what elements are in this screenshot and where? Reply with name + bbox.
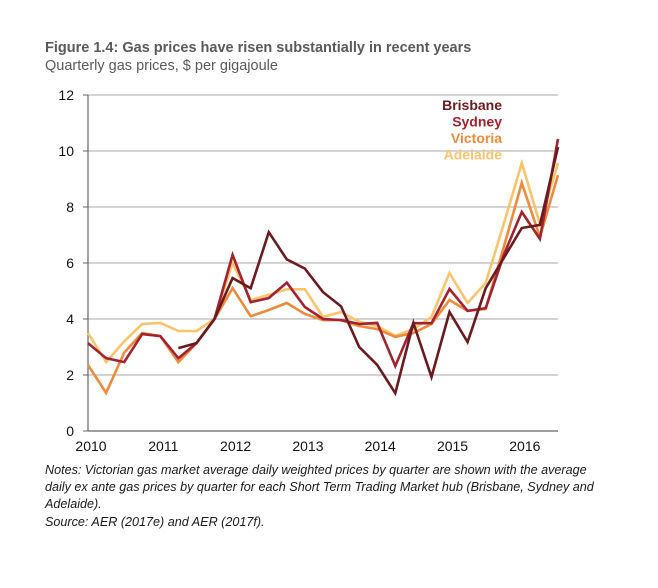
- x-axis-ticks: 2010 2011 2012 2013 2014 2015 2016: [75, 438, 540, 454]
- y-tick-label: 6: [66, 255, 74, 271]
- x-tick-label: 2013: [292, 438, 323, 454]
- y-tick-label: 8: [66, 199, 74, 215]
- figure-title: Figure 1.4: Gas prices have risen substa…: [45, 40, 472, 56]
- gridlines: [88, 94, 558, 376]
- legend-item-victoria: Victoria: [451, 130, 502, 146]
- x-tick-label: 2012: [220, 438, 251, 454]
- y-tick-label: 0: [66, 423, 74, 439]
- y-tick-label: 2: [66, 367, 74, 383]
- y-tick-label: 4: [66, 311, 74, 327]
- series-line-brisbane: [178, 146, 560, 397]
- y-tick-label: 10: [58, 143, 74, 159]
- series-line-sydney: [87, 138, 560, 370]
- legend-item-adelaide: Adelaide: [444, 147, 503, 163]
- x-tick-label: 2015: [437, 438, 468, 454]
- chart-source: Source: AER (2017e) and AER (2017f).: [45, 515, 265, 529]
- y-axis-ticks: 0 2 4 6 8 10 12: [58, 87, 88, 439]
- x-tick-label: 2011: [148, 438, 178, 454]
- x-tick-label: 2010: [75, 438, 106, 454]
- y-tick-label: 12: [58, 87, 74, 103]
- figure-subtitle: Quarterly gas prices, $ per gigajoule: [45, 58, 278, 74]
- series-line-adelaide: [86, 158, 560, 365]
- chart-notes: Notes: Victorian gas market average dail…: [45, 463, 594, 511]
- series-lines: [86, 138, 560, 397]
- legend-item-brisbane: Brisbane: [442, 97, 502, 113]
- x-tick-label: 2014: [365, 438, 396, 454]
- legend-item-sydney: Sydney: [452, 114, 502, 130]
- x-tick-label: 2016: [509, 438, 540, 454]
